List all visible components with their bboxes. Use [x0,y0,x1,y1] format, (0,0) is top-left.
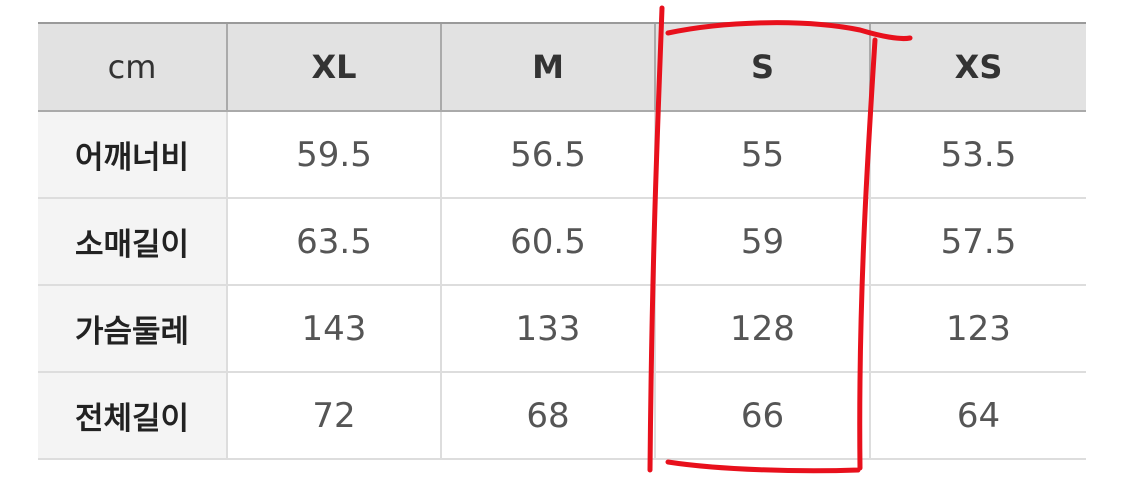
measurement-cell: 60.5 [440,198,655,286]
size-header: M [440,22,655,112]
row-label: 소매길이 [38,198,227,286]
measurement-cell: 143 [226,285,441,373]
measurement-cell: 66 [654,372,870,460]
size-header: XL [226,22,441,112]
row-label: 가슴둘레 [38,285,227,373]
measurement-cell: 53.5 [869,111,1086,199]
table-row: 소매길이 63.5 60.5 59 57.5 [38,198,1086,286]
table-row: 전체길이 72 68 66 64 [38,372,1086,460]
header-row: cm XL M S XS [38,22,1086,112]
measurement-cell: 64 [869,372,1086,460]
size-header: XS [869,22,1086,112]
row-label: 어깨너비 [38,111,227,199]
measurement-cell: 63.5 [226,198,441,286]
measurement-cell: 55 [654,111,870,199]
measurement-cell: 57.5 [869,198,1086,286]
size-header: S [654,22,870,112]
measurement-cell: 128 [654,285,870,373]
measurement-cell: 59.5 [226,111,441,199]
measurement-cell: 123 [869,285,1086,373]
measurement-cell: 133 [440,285,655,373]
measurement-cell: 56.5 [440,111,655,199]
unit-header: cm [38,22,227,112]
table-row: 가슴둘레 143 133 128 123 [38,285,1086,373]
measurement-cell: 59 [654,198,870,286]
size-chart-table: cm XL M S XS 어깨너비 59.5 56.5 55 53.5 소매길이 63.5 6… [38,22,1086,460]
row-label: 전체길이 [38,372,227,460]
table-row: 어깨너비 59.5 56.5 55 53.5 [38,111,1086,199]
measurement-cell: 68 [440,372,655,460]
measurement-cell: 72 [226,372,441,460]
